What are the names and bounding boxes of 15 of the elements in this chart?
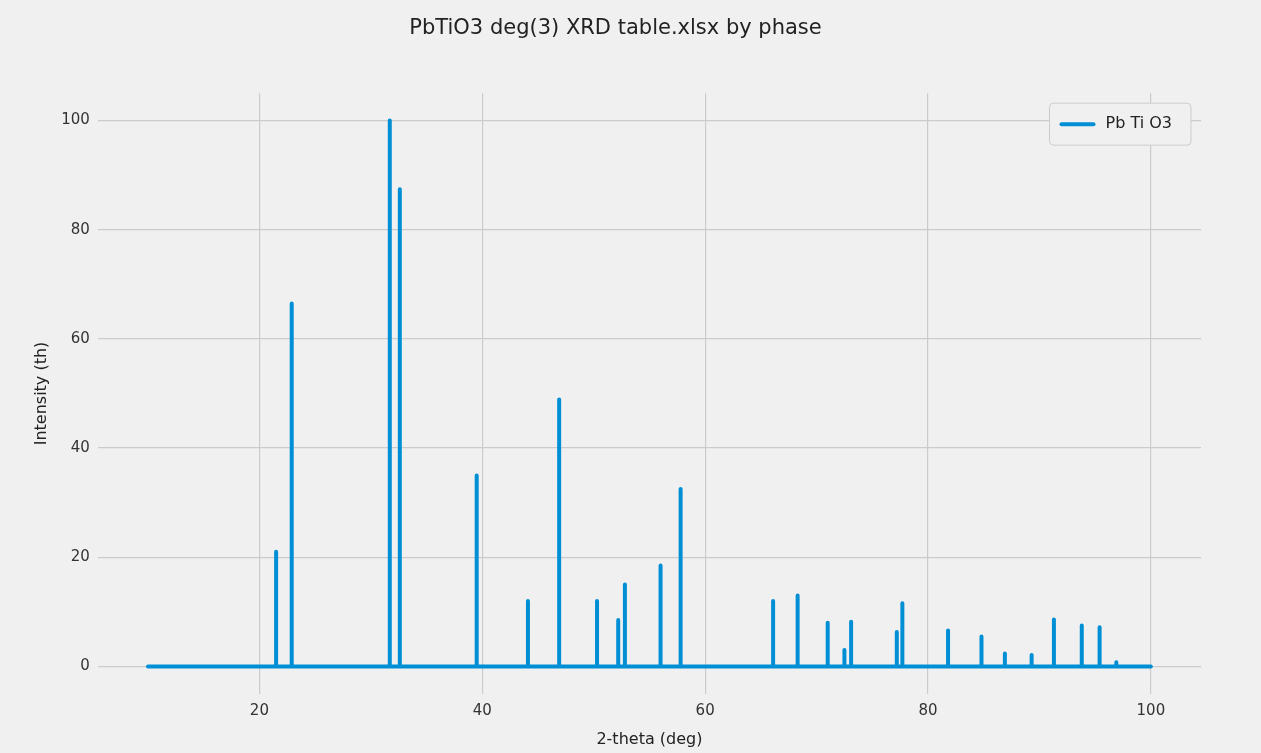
y-tick-label: 20 [70,547,90,566]
x-tick-label: 20 [249,700,269,719]
y-tick-label: 40 [70,437,90,456]
x-tick-label: 60 [695,700,715,719]
y-tick-label: 60 [70,328,90,347]
x-tick-label: 40 [472,700,492,719]
x-axis-title: 2-theta (deg) [596,728,703,748]
x-tick-label: 80 [918,700,938,719]
y-tick-label: 0 [80,656,90,675]
y-tick-label: 80 [70,219,90,238]
legend-label: Pb Ti O3 [1105,113,1173,133]
chart-title: PbTiO3 deg(3) XRD table.xlsx by phase [409,15,822,40]
y-tick-label: 100 [61,110,90,129]
y-axis-title: Intensity (th) [30,341,50,446]
x-tick-label: 100 [1136,700,1166,719]
